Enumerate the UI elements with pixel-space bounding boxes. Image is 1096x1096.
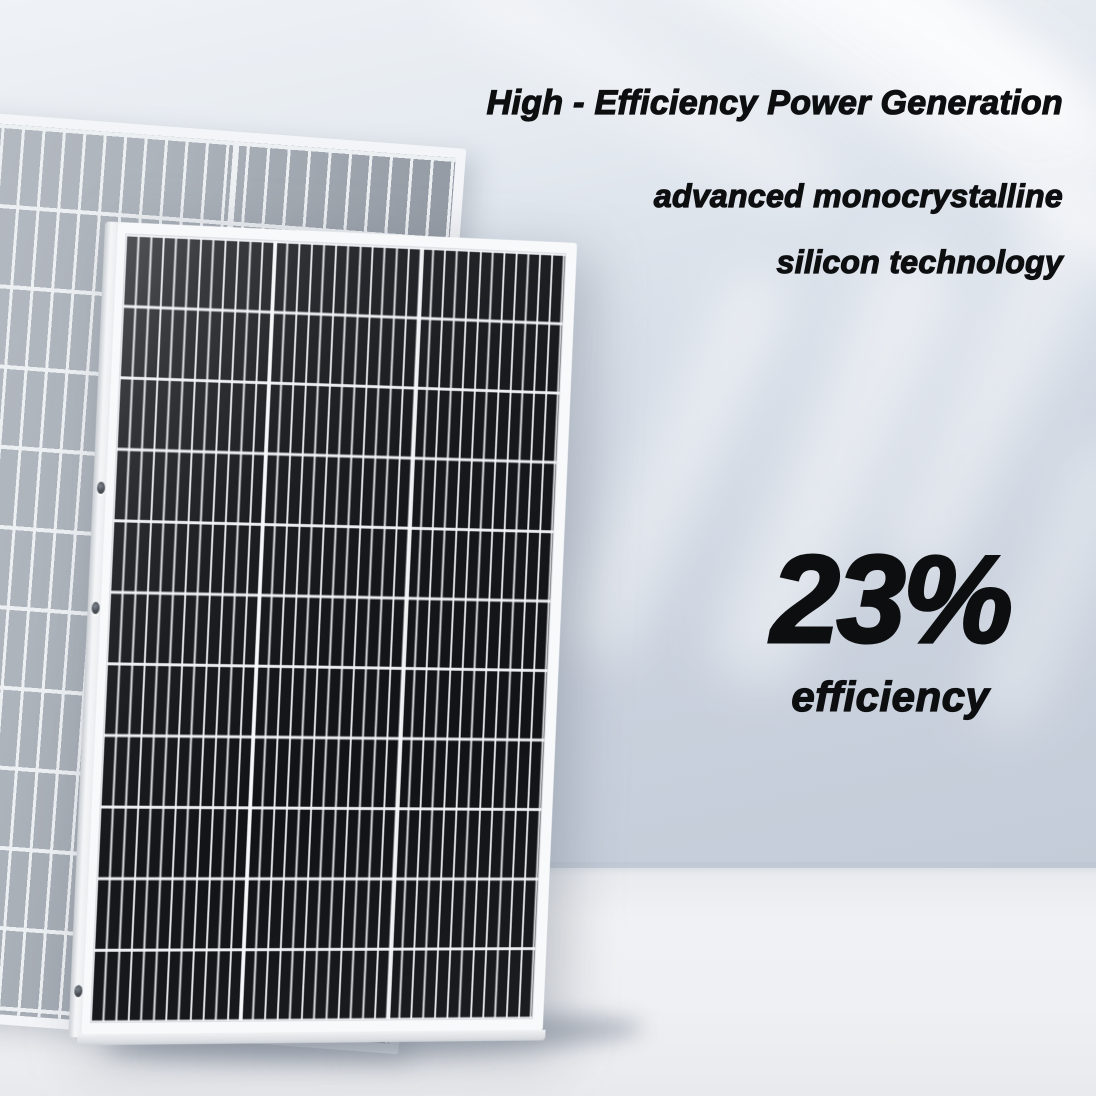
feature-text-1: advanced monocrystalline xyxy=(653,178,1063,214)
panel-face-cells xyxy=(81,222,578,1036)
efficiency-stat: 23% efficiency xyxy=(769,531,1014,720)
front-solar-panel xyxy=(68,221,578,1046)
headline-text: High - Efficiency Power Generation xyxy=(486,84,1063,122)
efficiency-value: 23% xyxy=(769,531,1014,669)
efficiency-label: efficiency xyxy=(791,673,990,720)
mounting-hole-icon xyxy=(96,481,106,494)
feature-text-2: silicon technology xyxy=(776,244,1063,280)
mounting-hole-icon xyxy=(91,601,100,615)
mounting-hole-icon xyxy=(74,985,83,998)
